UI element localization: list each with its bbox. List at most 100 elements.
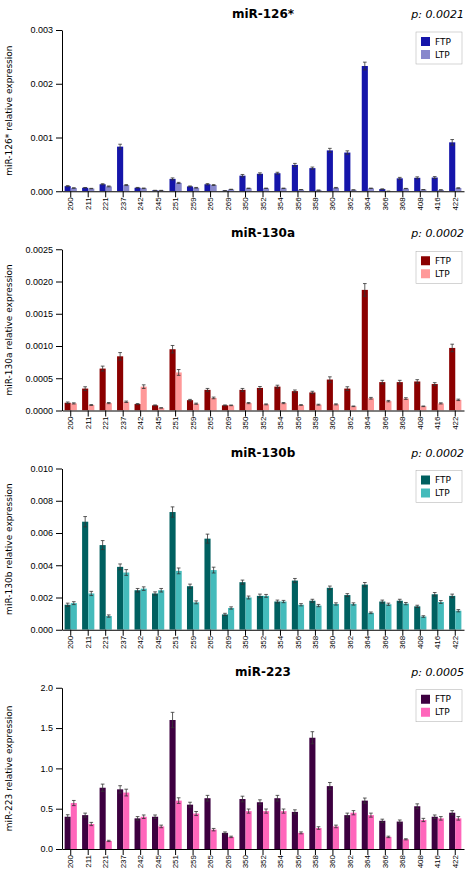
bar xyxy=(117,789,123,849)
error-bar xyxy=(212,397,216,399)
bar xyxy=(135,188,141,191)
bar xyxy=(414,381,420,410)
tick: 0.0015 xyxy=(25,309,62,319)
tick: 360 xyxy=(328,191,337,210)
tick-label: 242 xyxy=(136,416,145,430)
bar xyxy=(106,841,112,849)
bar xyxy=(88,593,94,629)
tick: 242 xyxy=(136,191,145,210)
y-axis: 0.0000.0010.0020.003 xyxy=(30,25,62,196)
error-bar xyxy=(171,712,175,727)
tick-mark xyxy=(332,630,333,636)
error-bar xyxy=(456,187,460,188)
bar xyxy=(263,811,269,849)
bar xyxy=(71,188,77,191)
tick-mark xyxy=(70,191,71,197)
tick-mark xyxy=(245,191,246,197)
error-bar xyxy=(101,184,105,185)
tick-mark xyxy=(193,630,194,636)
tick-mark xyxy=(56,565,62,566)
error-bar xyxy=(159,588,163,592)
tick-label: 422 xyxy=(451,854,460,868)
error-bar xyxy=(334,404,338,405)
tick-mark xyxy=(245,411,246,417)
tick: 0.0005 xyxy=(25,374,62,384)
tick-mark xyxy=(88,191,89,197)
tick-label: 0.000 xyxy=(30,625,53,635)
tick: 350 xyxy=(241,411,250,430)
bar xyxy=(123,573,129,630)
tick-label: 362 xyxy=(346,635,355,649)
error-bar xyxy=(258,173,262,175)
tick-mark xyxy=(88,630,89,636)
error-bar xyxy=(258,800,262,805)
bar xyxy=(141,188,147,191)
tick: 366 xyxy=(381,849,390,868)
error-bar xyxy=(369,397,373,399)
bar xyxy=(403,189,409,192)
tick: 354 xyxy=(276,191,285,210)
error-bar xyxy=(293,578,297,582)
error-bar xyxy=(352,811,356,815)
tick-mark xyxy=(193,191,194,197)
tick-label: 362 xyxy=(346,854,355,868)
error-bar xyxy=(241,388,245,391)
error-bar xyxy=(124,789,128,796)
tick: 358 xyxy=(311,849,320,868)
tick-mark xyxy=(56,378,62,379)
error-bar xyxy=(328,148,332,152)
error-bar xyxy=(387,836,391,837)
tick-label: 360 xyxy=(328,416,337,430)
error-bar xyxy=(89,188,93,189)
bar xyxy=(257,802,263,849)
bar xyxy=(204,390,210,411)
error-bar xyxy=(404,602,408,604)
annotation: p: 0.0021 xyxy=(410,8,464,21)
legend-item: FTP xyxy=(421,475,452,485)
tick-label: 265 xyxy=(206,854,215,868)
error-bar xyxy=(334,603,338,605)
bar xyxy=(344,389,350,411)
tick: 251 xyxy=(171,191,180,210)
error-bar xyxy=(311,599,315,602)
bar xyxy=(309,392,315,410)
error-bar xyxy=(177,568,181,574)
bar xyxy=(135,590,141,630)
bar xyxy=(204,798,210,849)
axis-line xyxy=(62,688,63,849)
error-bar xyxy=(276,172,280,174)
tick-mark xyxy=(437,191,438,197)
bar xyxy=(449,142,455,191)
tick-mark xyxy=(455,849,456,855)
bar xyxy=(169,179,175,191)
tick-mark xyxy=(193,849,194,855)
tick: 368 xyxy=(398,630,407,649)
tick-mark xyxy=(56,533,62,534)
tick-mark xyxy=(210,191,211,197)
tick-label: 350 xyxy=(241,416,250,430)
tick: 0.002 xyxy=(30,593,62,603)
tick: 368 xyxy=(398,849,407,868)
tick: 221 xyxy=(101,630,110,649)
tick-mark xyxy=(158,849,159,855)
bar xyxy=(222,614,228,629)
tick-mark xyxy=(158,630,159,636)
bar xyxy=(211,398,217,411)
tick-label: 200 xyxy=(66,416,75,430)
y-axis-title: miR-223 relative expression xyxy=(4,705,14,831)
tick-mark xyxy=(437,849,438,855)
tick-label: 0.010 xyxy=(30,464,53,474)
bar xyxy=(123,793,129,849)
bar xyxy=(211,830,217,849)
bar xyxy=(385,837,391,849)
tick-mark xyxy=(105,849,106,855)
tick: 269 xyxy=(224,191,233,210)
tick: 259 xyxy=(189,191,198,210)
tick-mark xyxy=(245,630,246,636)
tick-mark xyxy=(385,630,386,636)
error-bar xyxy=(334,825,338,828)
error-bar xyxy=(352,603,356,605)
bar xyxy=(455,188,461,191)
error-bar xyxy=(188,584,192,588)
plot-area xyxy=(65,284,462,411)
